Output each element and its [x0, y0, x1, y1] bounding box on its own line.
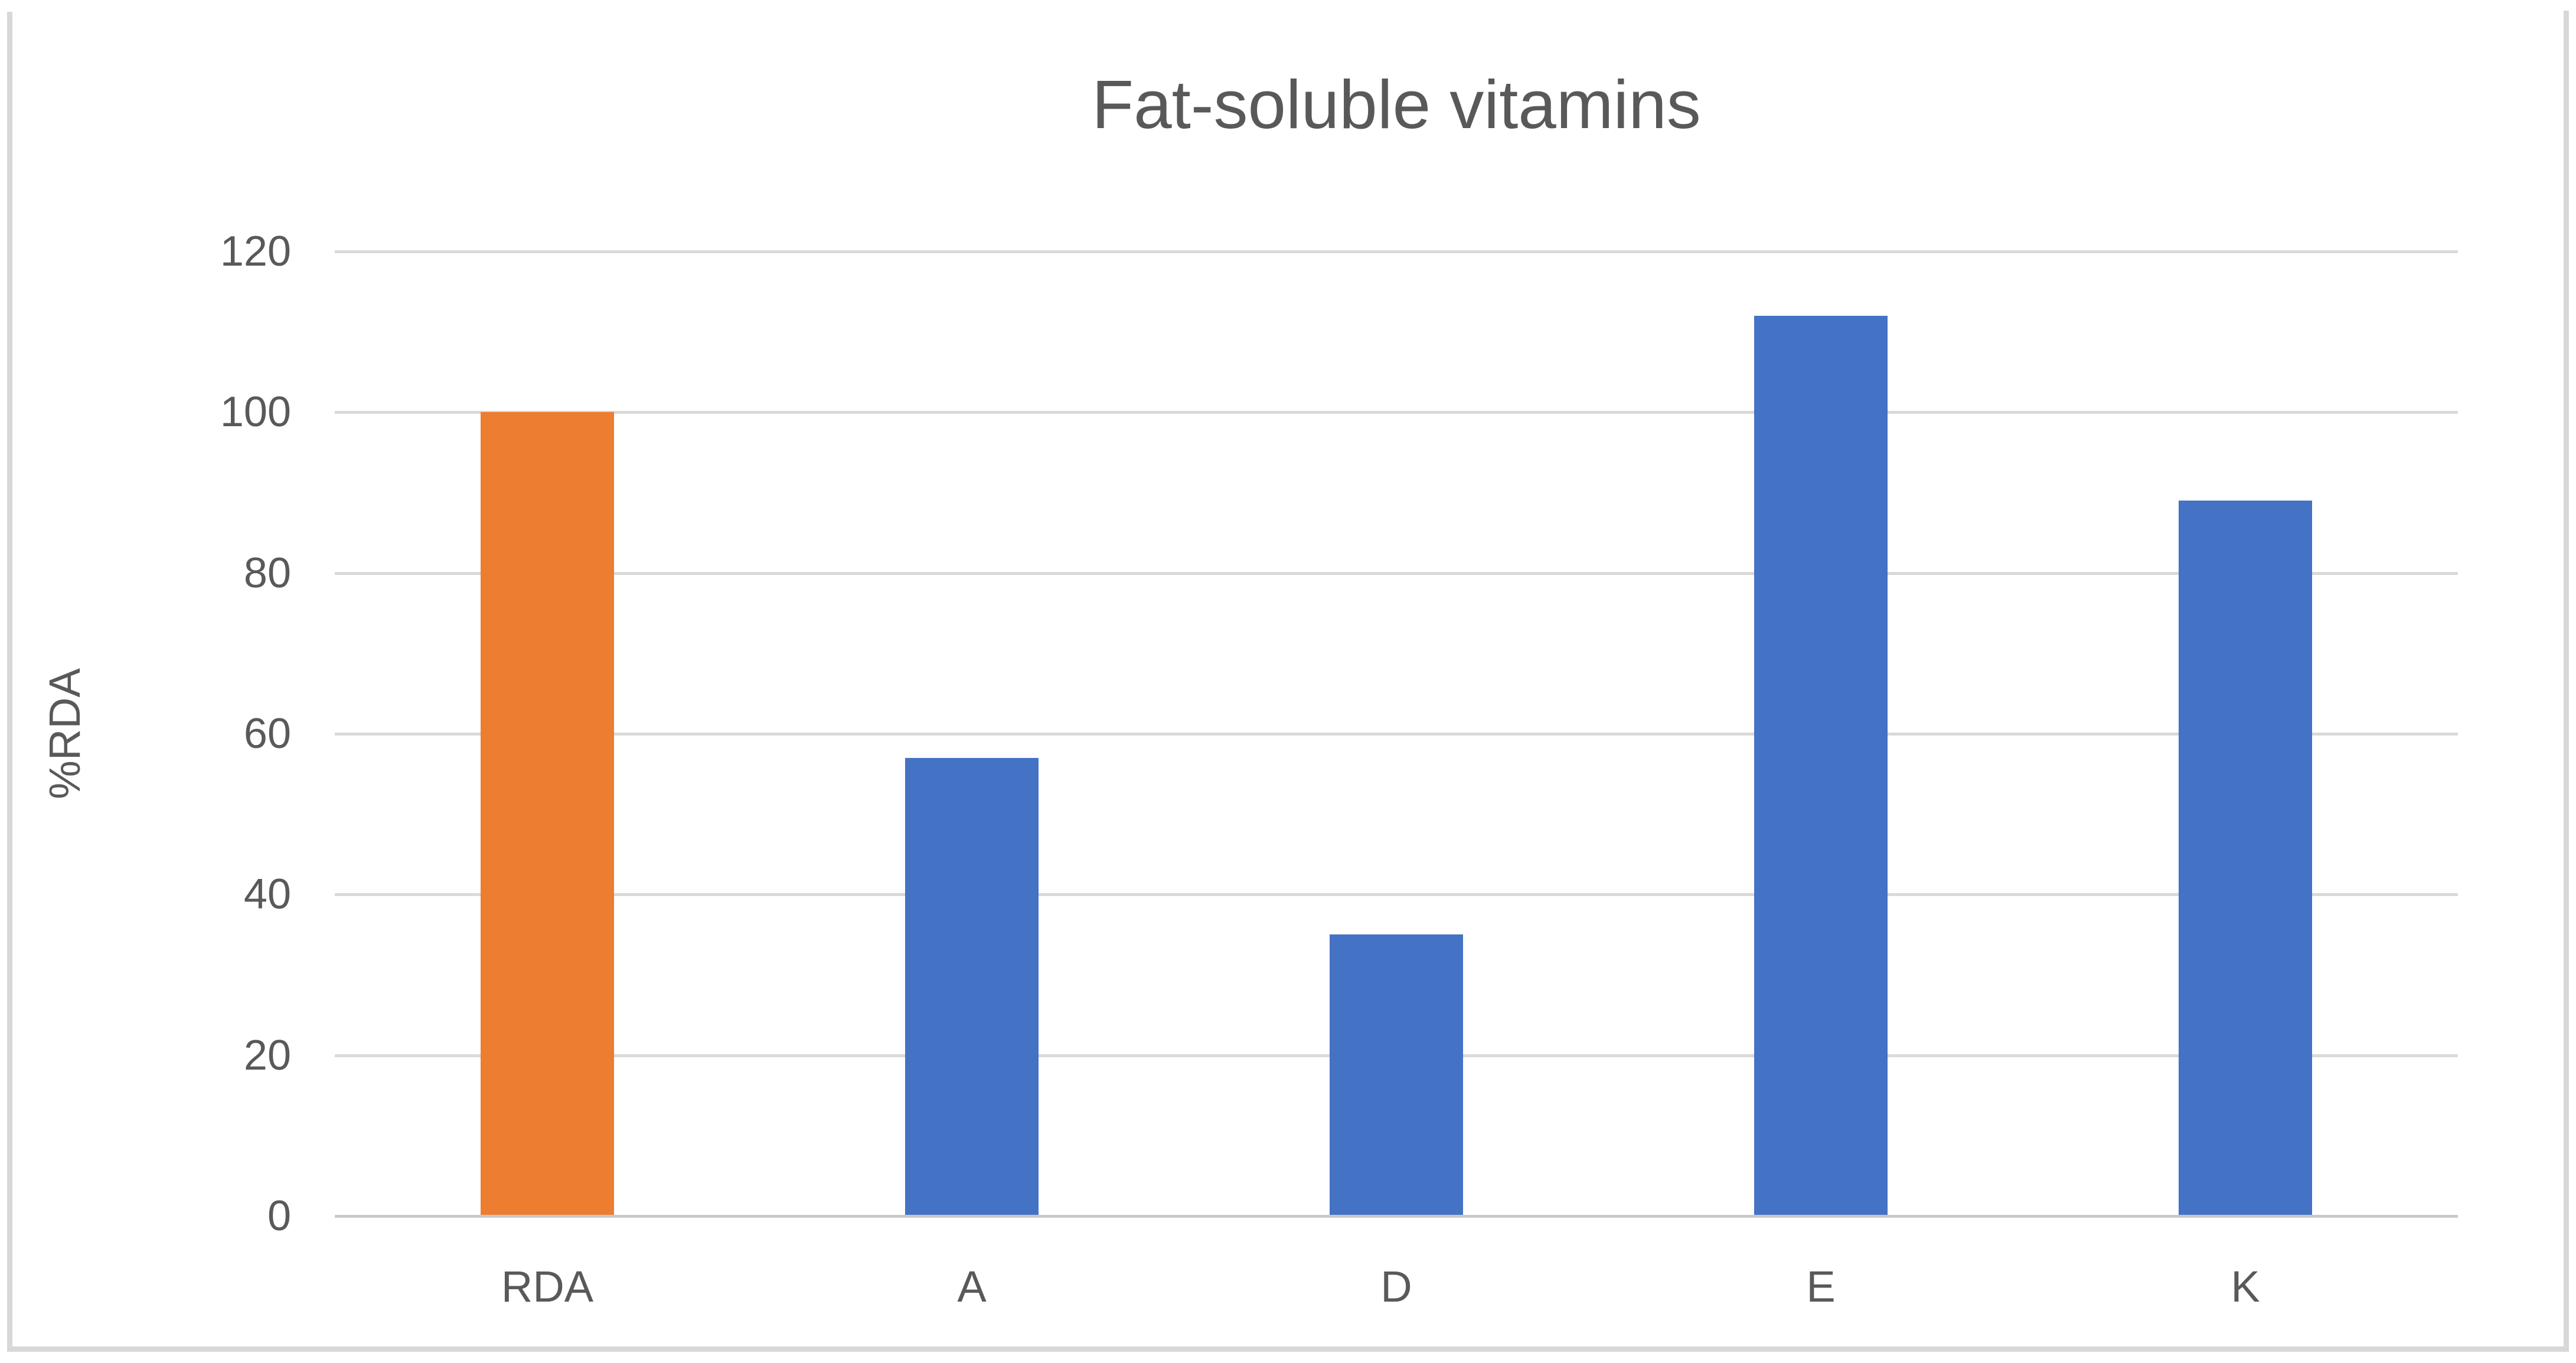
bar-RDA: [481, 412, 614, 1216]
bar-E: [1754, 316, 1888, 1216]
x-axis-label-K: K: [2231, 1262, 2260, 1311]
y-tick-label-20: 20: [243, 1031, 291, 1079]
bar-A: [905, 758, 1039, 1216]
y-tick-label-0: 0: [267, 1192, 291, 1240]
chart-title: Fat-soluble vitamins: [1092, 66, 1701, 143]
x-axis-label-RDA: RDA: [501, 1262, 594, 1311]
x-axis-label-D: D: [1380, 1262, 1412, 1311]
y-tick-label-100: 100: [220, 388, 291, 436]
x-axis-label-E: E: [1806, 1262, 1836, 1311]
gridline-80: [335, 571, 2458, 575]
x-axis-line: [335, 1215, 2458, 1218]
gridline-100: [335, 411, 2458, 414]
y-tick-label-120: 120: [220, 228, 291, 275]
y-tick-label-60: 60: [243, 710, 291, 757]
chart-frame-left-border: [7, 12, 12, 1352]
gridline-40: [335, 893, 2458, 897]
gridline-120: [335, 250, 2458, 253]
bar-K: [2179, 501, 2312, 1216]
chart-frame-bottom-border: [7, 1346, 2569, 1352]
gridline-60: [335, 733, 2458, 736]
y-tick-label-80: 80: [243, 549, 291, 597]
y-tick-label-40: 40: [243, 871, 291, 919]
x-axis-label-A: A: [957, 1262, 987, 1311]
chart-frame-right-border: [2564, 11, 2569, 1352]
bar-D: [1330, 934, 1463, 1216]
